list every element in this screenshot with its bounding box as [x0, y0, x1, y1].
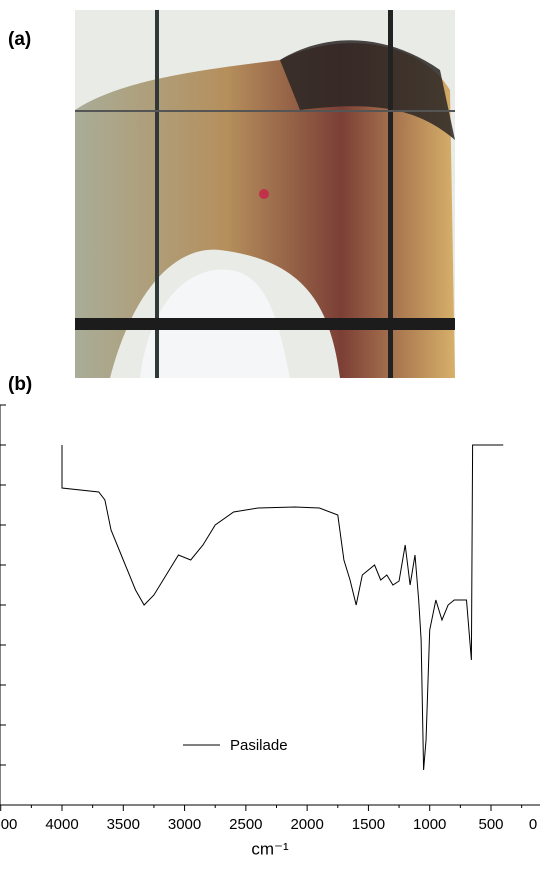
x-tick-label: 500 [478, 816, 503, 833]
panel-label: (a) [8, 29, 31, 50]
legend-label: Pasilade [230, 737, 288, 754]
figure: (a) (b) Pasilade cm⁻¹ 4500 4000 3500 3000 25… [0, 0, 540, 873]
x-tick-label: 1500 [352, 816, 385, 833]
x-tick-label: 2000 [290, 816, 323, 833]
micrograph [75, 10, 455, 378]
x-tick-label: 0 [529, 816, 537, 833]
x-tick-label: 4500 [0, 816, 17, 833]
x-tick-label: 3500 [107, 816, 140, 833]
spectrum-line [62, 445, 503, 770]
x-tick-label: 4000 [45, 816, 78, 833]
x-tick-label: 1000 [413, 816, 446, 833]
x-tick-label: 2500 [229, 816, 262, 833]
x-axis-title: cm⁻¹ [251, 839, 289, 858]
x-tick-label: 3000 [168, 816, 201, 833]
panel-label: (b) [8, 374, 32, 395]
